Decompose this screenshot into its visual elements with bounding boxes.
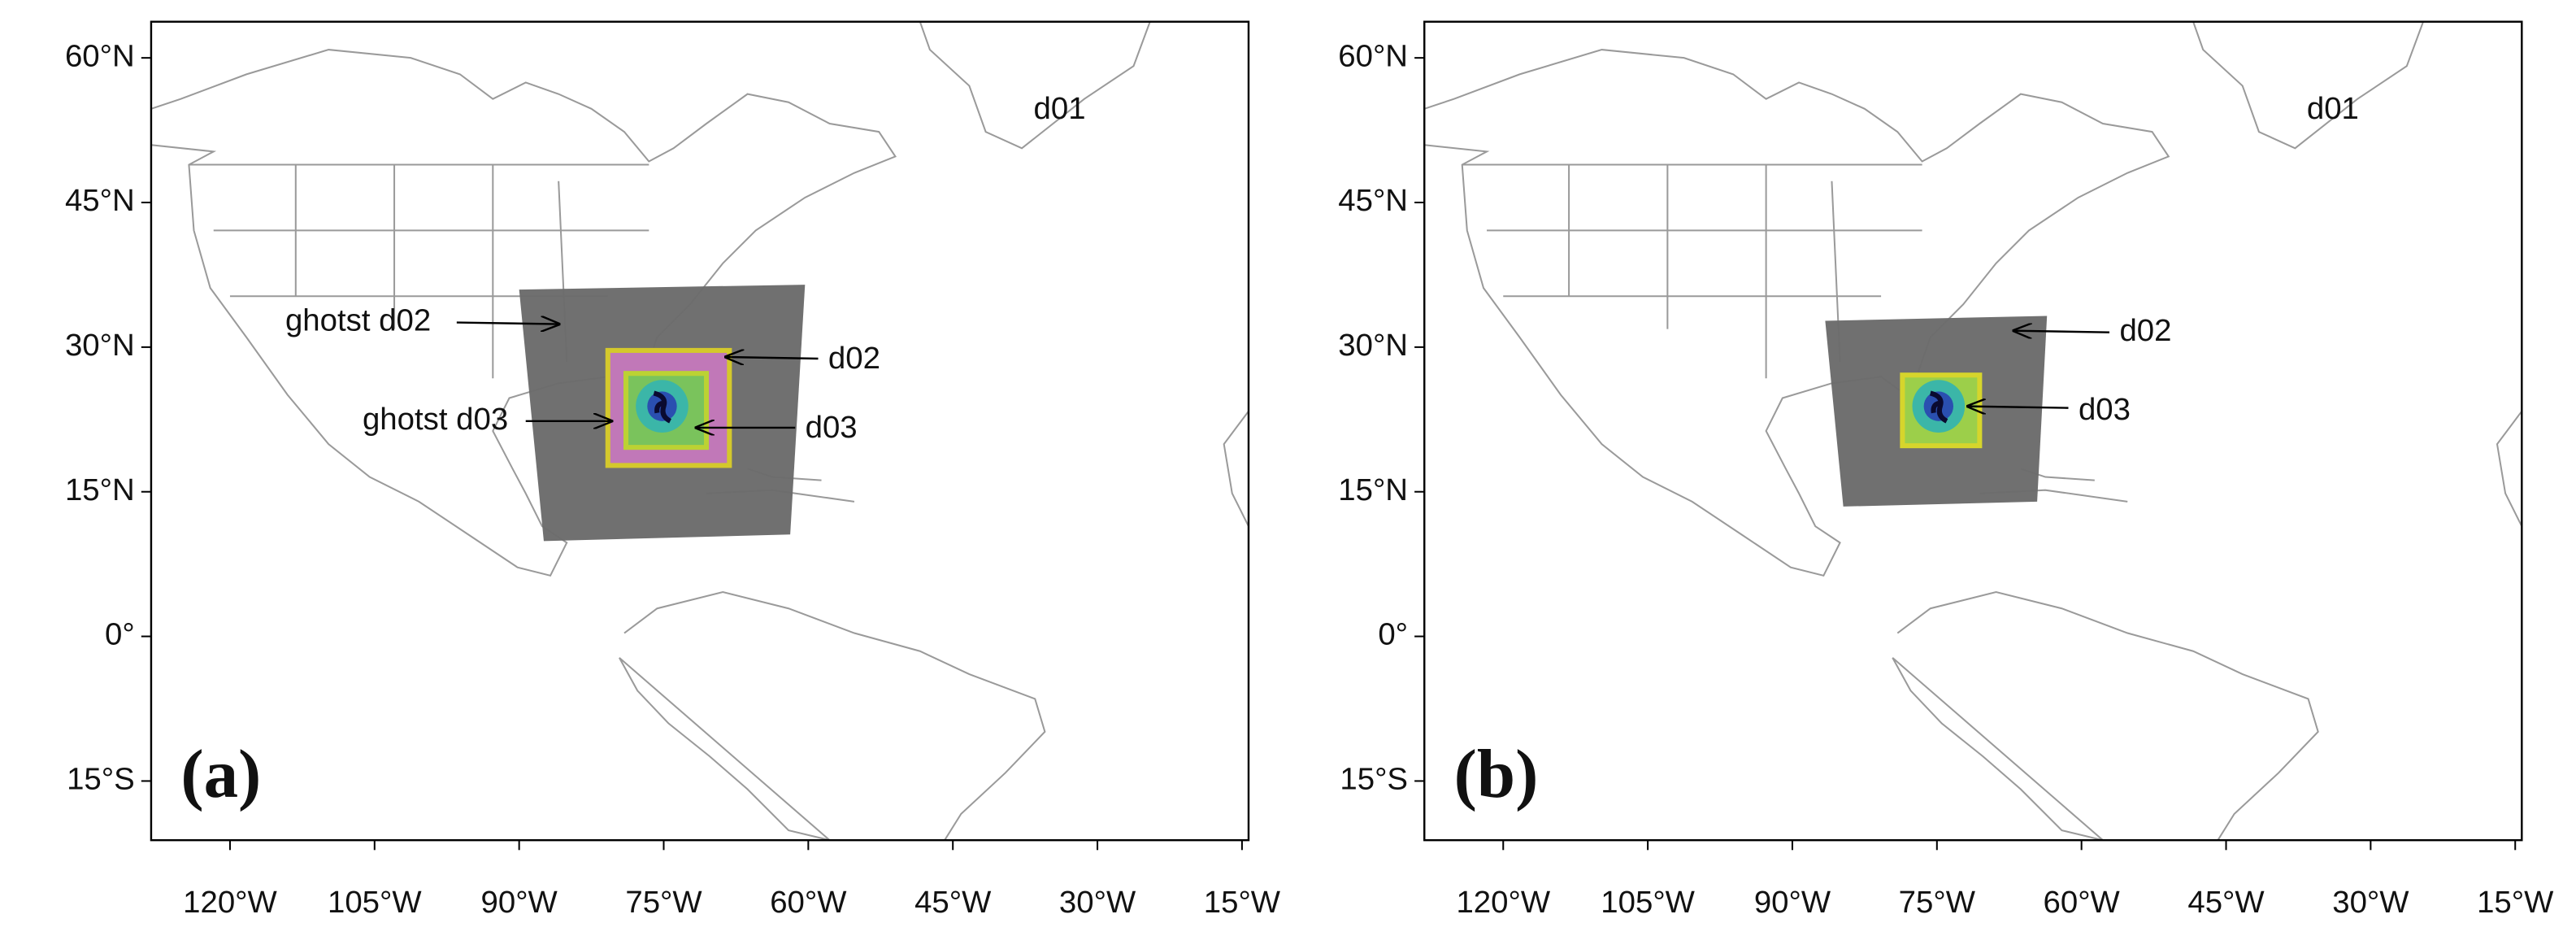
lat-tick-label: 0° [105, 617, 135, 652]
lon-tick-label: 105°W [328, 885, 422, 920]
domain-annotation: d02 [2119, 313, 2171, 348]
lat-tick-label: 0° [1378, 617, 1408, 652]
storm-eye [653, 390, 672, 424]
annotation-arrow [726, 357, 819, 359]
panel-label: (b) [1454, 736, 1539, 812]
domain-annotation: ghotst d03 [363, 402, 508, 437]
lat-tick-label: 30°N [1338, 328, 1408, 363]
map-panel: 60°N 45°N 30°N 15°N 0° 15°S 120°W 105°W 90°W 75°W… [1338, 20, 2554, 920]
lat-tick-label: 15°N [1338, 472, 1408, 507]
lat-tick-label: 15°S [67, 762, 135, 797]
panel-label: (a) [180, 736, 261, 812]
map-frame [1423, 20, 2523, 842]
domain-annotation: d03 [806, 410, 858, 445]
lon-tick-label: 90°W [481, 885, 558, 920]
map-area [1424, 21, 2522, 841]
domain-label: d01 [1034, 91, 1086, 126]
annotation-arrow [456, 323, 558, 324]
annotation-arrow [1968, 407, 2069, 408]
lon-tick-label: 75°W [1899, 885, 1976, 920]
domain-annotation: ghotst d02 [285, 303, 431, 338]
map-frame [150, 20, 1250, 842]
lon-tick-label: 75°W [625, 885, 702, 920]
storm-eye [1929, 390, 1948, 424]
lat-tick-label: 45°N [1338, 183, 1408, 218]
panels: 60°N 45°N 30°N 15°N 0° 15°S 120°W 105°W 90°W 75°W… [65, 20, 2554, 920]
domain-annotation: d03 [2079, 392, 2131, 427]
lon-tick-label: 15°W [1204, 885, 1281, 920]
lat-tick-label: 60°N [65, 38, 135, 73]
lon-tick-label: 120°W [1456, 885, 1550, 920]
lon-tick-label: 15°W [2477, 885, 2554, 920]
lon-tick-label: 45°W [914, 885, 992, 920]
lon-tick-label: 30°W [2332, 885, 2409, 920]
map-area [150, 21, 1249, 841]
lat-tick-label: 15°N [65, 472, 135, 507]
lon-tick-label: 60°W [770, 885, 847, 920]
lon-tick-label: 90°W [1754, 885, 1831, 920]
domain-annotation: d02 [828, 341, 880, 376]
lat-tick-label: 15°S [1340, 762, 1408, 797]
lat-tick-label: 60°N [1338, 38, 1408, 73]
lon-tick-label: 45°W [2187, 885, 2265, 920]
lon-tick-label: 60°W [2044, 885, 2121, 920]
lon-tick-label: 120°W [183, 885, 277, 920]
lon-tick-label: 105°W [1601, 885, 1695, 920]
domain-label: d01 [2307, 91, 2359, 126]
lat-tick-label: 45°N [65, 183, 135, 218]
map-panel: 60°N 45°N 30°N 15°N 0° 15°S 120°W 105°W 90°W 75°W… [65, 20, 1281, 920]
lat-tick-label: 30°N [65, 328, 135, 363]
annotation-arrow [2014, 331, 2110, 333]
lon-tick-label: 30°W [1059, 885, 1136, 920]
